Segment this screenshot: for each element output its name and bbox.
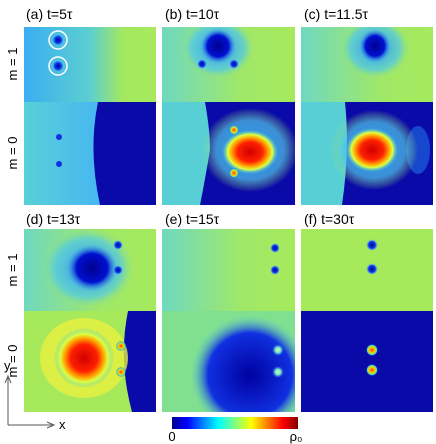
panel-image: [24, 27, 156, 205]
panel-label: (e) t=15τ: [165, 211, 220, 227]
panel-image: [162, 229, 295, 412]
panel-image: [301, 27, 433, 205]
axes-indicator: [4, 374, 56, 429]
row-label: m = 0: [5, 137, 20, 170]
axis-label: x: [59, 417, 66, 432]
colorbar-label: 0: [168, 429, 175, 444]
colorbar: [172, 417, 298, 429]
panel-label: (a) t=5τ: [26, 6, 73, 22]
row-label: m = 1: [5, 48, 20, 81]
panel-image: [301, 229, 433, 412]
axis-label: y: [4, 358, 11, 373]
panel-label: (f) t=30τ: [304, 211, 355, 227]
panel-image: [24, 229, 156, 412]
row-label: m = 0: [5, 345, 20, 378]
panel-label: (d) t=13τ: [26, 211, 81, 227]
panel-label: (c) t=11.5τ: [304, 6, 368, 22]
panel-label: (b) t=10τ: [165, 6, 220, 22]
colorbar-label: ρ₀: [290, 429, 303, 444]
panel-image: [162, 27, 295, 205]
row-label: m = 1: [5, 254, 20, 287]
